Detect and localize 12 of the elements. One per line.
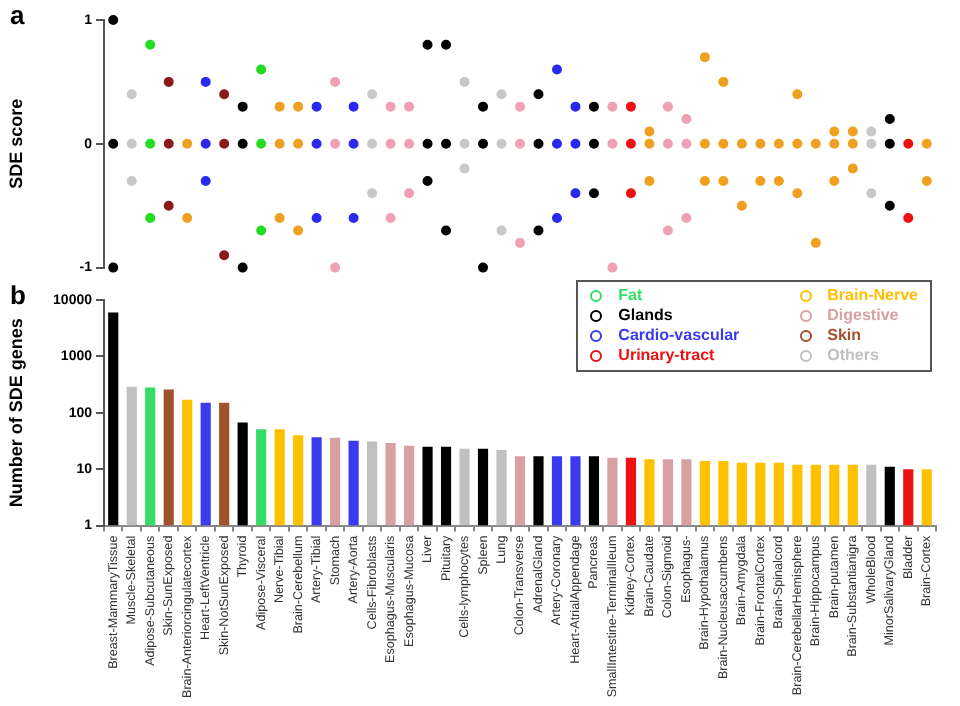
y-axis-title: Number of SDE genes [5,318,26,508]
chart-title: b [10,280,26,310]
y-axis-title: SDE score [5,98,26,189]
legend-label: Urinary-tract [618,346,715,366]
legend-label: Digestive [827,306,899,326]
legend-label: Glands [618,306,673,326]
legend-label: Cardio-vascular [618,326,740,346]
legend-label: Fat [618,286,643,306]
legend-label: Others [827,346,879,366]
legend-label: Skin [827,326,862,346]
legend-label: Brain-Nerve [827,286,918,306]
chart-title: a [10,0,25,30]
